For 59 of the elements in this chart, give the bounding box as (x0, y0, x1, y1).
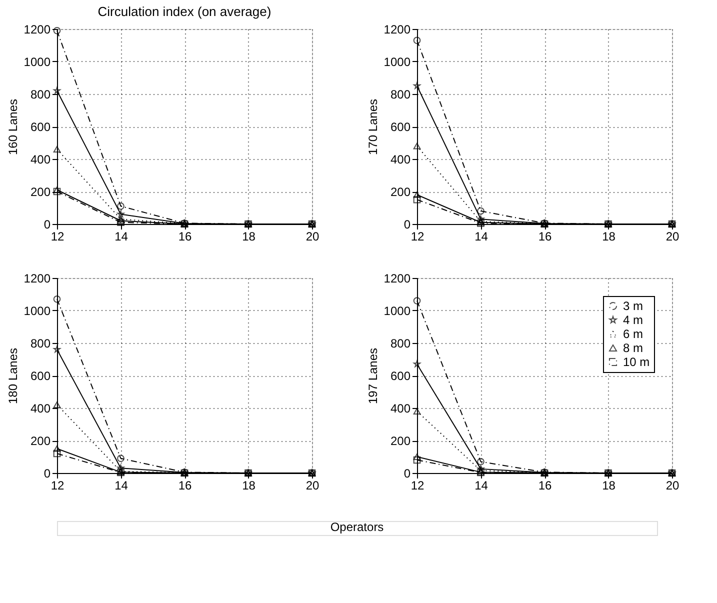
y-tick-label: 0 (44, 218, 51, 232)
y-tick-label: 800 (30, 88, 51, 102)
x-tick-label: 14 (114, 478, 128, 492)
x-tick-label: 14 (474, 478, 488, 492)
y-tick-label: 1000 (384, 55, 411, 69)
y-tick-label: 400 (30, 402, 51, 416)
y-tick-label: 600 (390, 120, 411, 134)
y-tick-label: 0 (44, 466, 51, 480)
y-axis-title: 160 Lanes (6, 98, 20, 156)
x-tick-label: 14 (114, 230, 128, 244)
y-tick-label: 400 (390, 152, 411, 166)
x-tick-label: 18 (602, 230, 616, 244)
y-tick-label: 600 (30, 369, 51, 383)
y-tick-label: 1000 (24, 304, 51, 318)
y-tick-label: 1200 (24, 272, 51, 286)
x-tick-label: 16 (538, 478, 552, 492)
y-tick-label: 200 (390, 185, 411, 199)
x-tick-label: 20 (306, 478, 320, 492)
x-tick-label: 20 (666, 478, 680, 492)
y-tick-label: 600 (30, 120, 51, 134)
x-tick-label: 16 (538, 230, 552, 244)
legend-label: 4 m (623, 313, 644, 327)
y-tick-label: 1000 (24, 55, 51, 69)
y-tick-label: 1200 (384, 22, 411, 36)
x-tick-label: 12 (410, 478, 424, 492)
legend-label: 3 m (623, 299, 644, 313)
legend-label: 6 m (623, 327, 644, 341)
x-axis-title: Operators (330, 520, 384, 534)
legend-label: 8 m (623, 341, 644, 355)
x-tick-label: 16 (178, 478, 192, 492)
x-tick-label: 12 (50, 230, 64, 244)
y-axis-title: 197 Lanes (366, 348, 380, 404)
x-tick-label: 18 (242, 230, 256, 244)
y-axis-title: 180 Lanes (6, 348, 20, 404)
y-tick-label: 800 (390, 88, 411, 102)
chart-title: Circulation index (on average) (98, 4, 272, 19)
y-tick-label: 200 (390, 434, 411, 448)
y-tick-label: 200 (30, 185, 51, 199)
y-tick-label: 800 (390, 336, 411, 350)
y-tick-label: 1000 (384, 304, 411, 318)
y-tick-label: 0 (404, 466, 411, 480)
x-tick-label: 20 (666, 230, 680, 244)
y-tick-label: 400 (390, 402, 411, 416)
y-tick-label: 600 (390, 369, 411, 383)
x-tick-label: 18 (602, 478, 616, 492)
y-tick-label: 1200 (384, 272, 411, 286)
y-tick-label: 200 (30, 434, 51, 448)
x-tick-label: 20 (306, 230, 320, 244)
x-tick-label: 14 (474, 230, 488, 244)
legend-label: 10 m (623, 355, 650, 369)
y-tick-label: 1200 (24, 22, 51, 36)
x-tick-label: 12 (50, 478, 64, 492)
x-tick-label: 18 (242, 478, 256, 492)
y-axis-title: 170 Lanes (366, 98, 380, 156)
y-tick-label: 800 (30, 336, 51, 350)
y-tick-label: 400 (30, 152, 51, 166)
x-tick-label: 12 (410, 230, 424, 244)
x-tick-label: 16 (178, 230, 192, 244)
y-tick-label: 0 (404, 218, 411, 232)
